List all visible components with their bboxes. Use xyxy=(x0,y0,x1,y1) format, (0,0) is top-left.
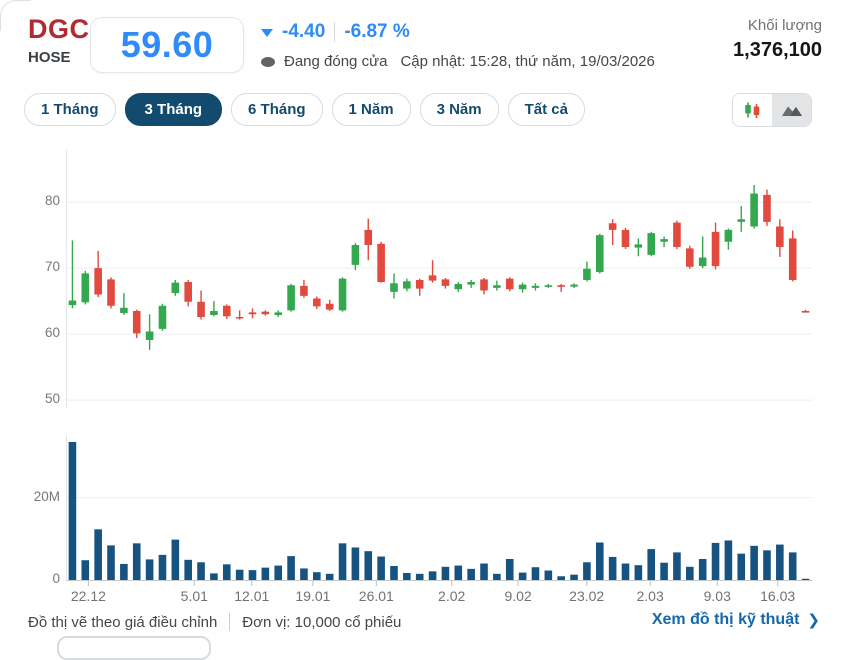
chevron-right-icon: ❯ xyxy=(807,612,820,629)
y-axis-label: 20M xyxy=(33,488,60,504)
range-tab-1[interactable]: 1 Tháng xyxy=(24,93,116,126)
triangle-down-icon xyxy=(261,29,273,37)
x-axis-label: 22.12 xyxy=(70,588,106,604)
y-axis-label: 0 xyxy=(52,571,60,586)
volume-chart[interactable] xyxy=(66,435,812,592)
x-axis-label: 2.03 xyxy=(636,588,664,604)
card-corner xyxy=(0,0,31,31)
chart-type-toggle xyxy=(732,93,812,127)
divider xyxy=(334,22,336,42)
range-tab-2[interactable]: 3 Tháng xyxy=(124,93,223,126)
technical-chart-link[interactable]: Xem đồ thị kỹ thuật ❯ xyxy=(651,611,820,629)
stock-chart-widget: DGC HOSE 59.60 -4.40 -6.87 % Đang đóng c… xyxy=(0,0,822,660)
range-tab-6[interactable]: Tất cả xyxy=(507,93,585,126)
chart-footnotes: Đồ thị vẽ theo giá điều chỉnh Đơn vị: 10… xyxy=(28,613,401,631)
status-dot-icon xyxy=(261,56,275,67)
exchange-label: HOSE xyxy=(28,49,71,66)
x-axis-label: 26.01 xyxy=(358,588,394,604)
range-tab-3[interactable]: 6 Tháng xyxy=(231,93,323,126)
price-chart[interactable] xyxy=(66,150,812,413)
adjusted-price-note: Đồ thị vẽ theo giá điều chỉnh xyxy=(28,613,218,631)
cutoff-element xyxy=(57,636,211,660)
range-tab-4[interactable]: 1 Năm xyxy=(331,93,411,126)
candlestick-chart-icon[interactable] xyxy=(733,94,772,126)
price-change-percent: -6.87 % xyxy=(344,21,410,42)
x-axis-label: 12.01 xyxy=(234,588,270,604)
range-tabs: 1 Tháng 3 Tháng 6 Tháng 1 Năm 3 Năm Tất cả xyxy=(24,93,585,126)
x-axis: 22.12 5.01 12.01 19.01 26.01 2.02 9.02 23.02 2.0… xyxy=(66,588,812,608)
price-change: -4.40 xyxy=(282,21,326,42)
x-axis-label: 9.03 xyxy=(703,588,731,604)
y-axis-label: 50 xyxy=(44,391,60,407)
market-status: Đang đóng cửa xyxy=(284,53,388,70)
divider xyxy=(229,613,231,631)
price-change-row: -4.40 -6.87 % xyxy=(261,21,410,43)
current-price: 59.60 xyxy=(120,24,214,65)
y-axis-label: 80 xyxy=(44,193,60,209)
x-axis-label: 2.02 xyxy=(438,588,466,604)
volume-label: Khối lượng xyxy=(747,17,822,34)
x-axis-label: 5.01 xyxy=(180,588,208,604)
last-updated: Cập nhật: 15:28, thứ năm, 19/03/2026 xyxy=(400,53,655,70)
x-axis-label: 19.01 xyxy=(295,588,331,604)
range-tab-5[interactable]: 3 Năm xyxy=(419,93,499,126)
price-box: 59.60 xyxy=(90,17,244,73)
y-axis-label: 70 xyxy=(44,259,60,275)
area-chart-icon[interactable] xyxy=(772,94,811,126)
x-axis-label: 9.02 xyxy=(504,588,532,604)
unit-note: Đơn vị: 10,000 cổ phiếu xyxy=(242,613,402,631)
ticker-symbol: DGC xyxy=(28,14,90,44)
y-axis-label: 60 xyxy=(44,325,60,341)
x-axis-label: 23.02 xyxy=(569,588,605,604)
market-status-row: Đang đóng cửa Cập nhật: 15:28, thứ năm, … xyxy=(261,53,655,70)
x-axis-label: 16.03 xyxy=(760,588,796,604)
volume-block: Khối lượng 1,376,100 xyxy=(733,17,822,62)
volume-value: 1,376,100 xyxy=(733,39,822,61)
